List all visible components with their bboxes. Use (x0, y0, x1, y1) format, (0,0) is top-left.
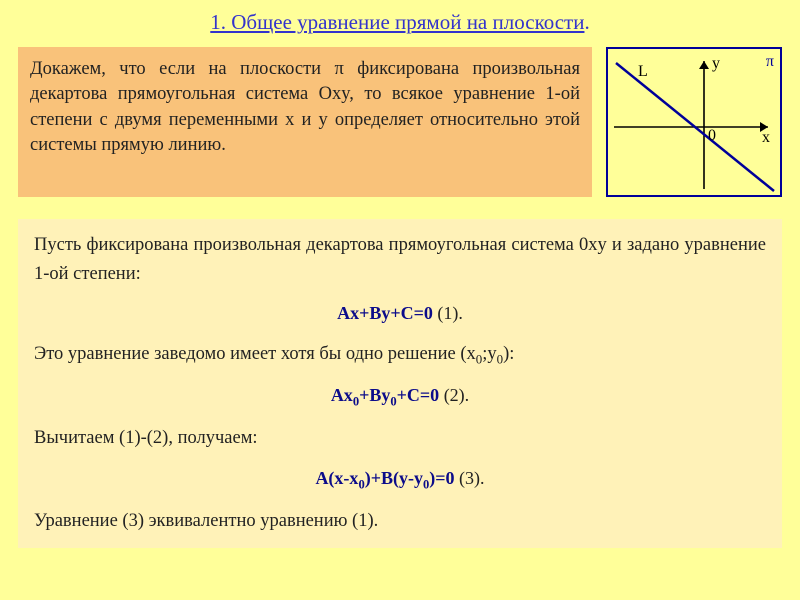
eq2-b: +By (359, 385, 390, 405)
eq3-b: )+B(y-y (365, 468, 423, 488)
p2-a: Это уравнение заведомо имеет хотя бы одн… (34, 344, 476, 364)
theorem-panel: Докажем, что если на плоскости π фиксиро… (18, 47, 592, 197)
proof-p2: Это уравнение заведомо имеет хотя бы одн… (34, 340, 766, 370)
p2-c: ): (503, 344, 514, 364)
origin-label: 0 (708, 127, 716, 145)
eq3-a: A(x-x (315, 468, 358, 488)
title-dot: . (584, 10, 589, 34)
theorem-text: Докажем, что если на плоскости π фиксиро… (30, 59, 580, 155)
p2-b: ;y (482, 344, 496, 364)
eq2-num: (2). (439, 385, 469, 405)
proof-p4: Уравнение (3) эквивалентно уравнению (1)… (34, 507, 766, 536)
eq1-num: (1). (433, 303, 463, 323)
eq2-c: +C=0 (397, 385, 440, 405)
x-axis-label: x (762, 129, 770, 147)
eq3-num: (3). (455, 468, 485, 488)
equation-1: Ax+By+C=0 (1). (34, 300, 766, 328)
equation-3: A(x-x0)+B(y-y0)=0 (3). (34, 465, 766, 495)
eq3-c: )=0 (429, 468, 454, 488)
pi-label: π (766, 53, 774, 71)
page-title: 1. Общее уравнение прямой на плоскости. (18, 10, 782, 35)
line-l-label: L (638, 63, 648, 81)
coordinate-diagram: π y x 0 L (606, 47, 782, 197)
proof-panel: Пусть фиксирована произвольная декартова… (18, 219, 782, 548)
y-axis-label: y (712, 55, 720, 73)
equation-2: Ax0+By0+C=0 (2). (34, 382, 766, 412)
proof-p1: Пусть фиксирована произвольная декартова… (34, 231, 766, 288)
eq2-a: Ax (331, 385, 353, 405)
title-text: 1. Общее уравнение прямой на плоскости (210, 10, 584, 34)
proof-p3: Вычитаем (1)-(2), получаем: (34, 424, 766, 453)
top-row: Докажем, что если на плоскости π фиксиро… (18, 47, 782, 197)
eq1-main: Ax+By+C=0 (337, 303, 433, 323)
